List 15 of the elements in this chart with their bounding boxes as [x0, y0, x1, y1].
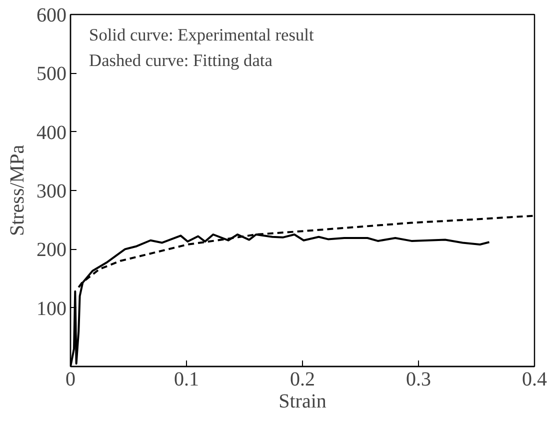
x-axis-title: Strain	[278, 390, 326, 412]
y-axis-title: Stress/MPa	[6, 144, 28, 236]
y-tick-label: 400	[36, 122, 66, 144]
x-tick-label: 0.1	[174, 368, 199, 390]
x-tick-label: 0.3	[406, 368, 431, 390]
x-tick-label: 0	[66, 368, 76, 390]
x-tick-label: 0.4	[522, 368, 547, 390]
y-tick-label: 200	[36, 239, 66, 262]
annotation: Solid curve: Experimental result	[89, 25, 314, 44]
y-tick-label: 100	[36, 298, 66, 320]
x-tick-label: 0.2	[290, 368, 315, 390]
y-tick-label: 300	[36, 180, 66, 202]
y-tick-label: 500	[36, 63, 66, 86]
y-tick-label: 600	[36, 4, 66, 26]
annotation: Dashed curve: Fitting data	[89, 50, 273, 70]
